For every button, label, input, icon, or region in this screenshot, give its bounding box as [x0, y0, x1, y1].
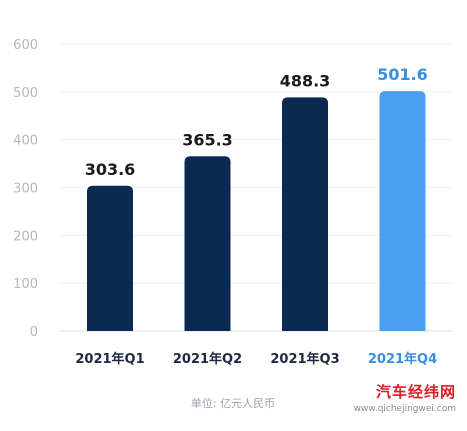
x-tick-label: 2021年Q2	[173, 351, 242, 367]
bars	[87, 91, 426, 332]
unit-note: 单位: 亿元人民币	[191, 396, 275, 410]
x-tick-label: 2021年Q1	[75, 351, 144, 367]
y-tick-label: 500	[13, 86, 38, 101]
y-tick-label: 100	[13, 277, 38, 292]
x-tick-label: 2021年Q3	[270, 351, 339, 367]
bar-2021年Q3	[282, 97, 328, 331]
value-label: 501.6	[377, 65, 428, 84]
y-tick-label: 300	[13, 182, 38, 197]
value-label: 365.3	[182, 130, 233, 149]
bar-2021年Q1	[87, 185, 133, 331]
watermark-url: www.qichejingwei.com	[354, 404, 456, 414]
value-label: 488.3	[280, 71, 331, 90]
value-labels: 303.6 365.3 488.3 501.6	[85, 65, 428, 179]
watermark-brand: 汽车经纬网	[376, 383, 456, 401]
x-tick-label: 2021年Q4	[368, 351, 437, 367]
y-axis-ticks: 0 100 200 300 400 500 600	[13, 38, 38, 340]
bar-2021年Q2	[184, 156, 231, 331]
value-label: 303.6	[85, 160, 136, 179]
y-tick-label: 0	[30, 325, 38, 340]
y-tick-label: 400	[13, 134, 38, 149]
bar-2021年Q4	[379, 91, 426, 332]
y-tick-label: 600	[13, 38, 38, 53]
x-axis-labels: 2021年Q1 2021年Q2 2021年Q3 2021年Q4	[75, 351, 437, 367]
y-tick-label: 200	[13, 229, 38, 244]
